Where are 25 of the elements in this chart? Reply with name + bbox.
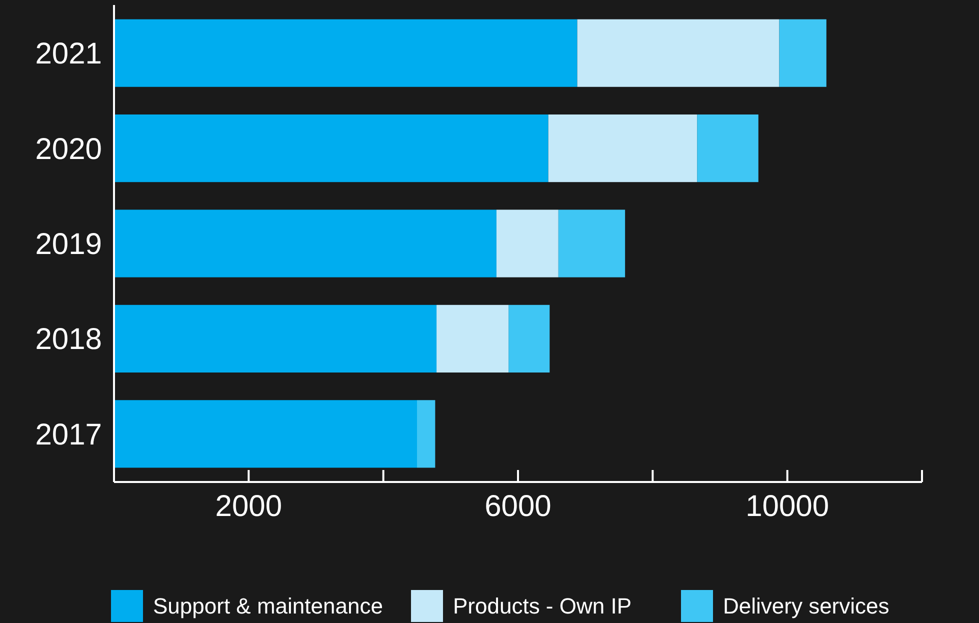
bar bbox=[558, 210, 626, 278]
y-tick-label: 2017 bbox=[35, 418, 102, 452]
legend-label: Support & maintenance bbox=[153, 594, 383, 619]
legend-label: Products - Own IP bbox=[453, 594, 632, 619]
bar bbox=[114, 304, 437, 373]
bar bbox=[779, 19, 826, 87]
y-tick-label: 2021 bbox=[35, 38, 102, 71]
legend-label: Delivery services bbox=[723, 594, 890, 619]
y-tick-label: 2020 bbox=[35, 132, 102, 166]
x-tick-label: 2000 bbox=[215, 490, 282, 523]
x-tick-label: 6000 bbox=[484, 490, 552, 523]
bar bbox=[114, 19, 578, 87]
bar bbox=[577, 19, 780, 87]
bar bbox=[114, 210, 496, 278]
bar bbox=[496, 210, 558, 278]
bar bbox=[548, 114, 698, 182]
bar bbox=[508, 304, 550, 373]
bar bbox=[114, 114, 548, 182]
bar bbox=[417, 400, 436, 468]
y-tick-label: 2019 bbox=[35, 228, 102, 261]
x-tick-label: 10000 bbox=[746, 490, 830, 523]
bar bbox=[114, 400, 417, 468]
bar bbox=[436, 304, 509, 373]
y-tick-label: 2018 bbox=[35, 323, 102, 356]
bar bbox=[697, 114, 758, 182]
